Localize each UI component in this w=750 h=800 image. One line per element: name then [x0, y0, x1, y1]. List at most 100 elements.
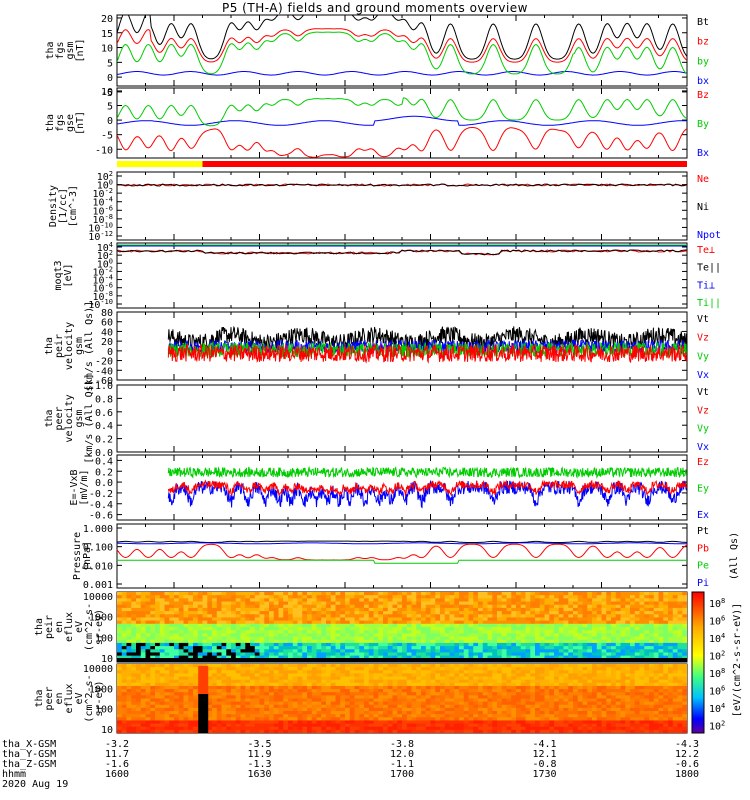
right-axis-label: (All Qs)	[729, 532, 740, 580]
y-tick-label: 1000	[89, 684, 113, 695]
y-tick-label: 0	[107, 73, 113, 84]
legend-pt: Pt	[697, 526, 709, 537]
x-row-value: -3.8	[390, 739, 414, 750]
y-tick-label: 10000	[83, 592, 113, 603]
panel-peer_velocity: thapeervelocitygsm[km/s (All Qs)] Vt Vz Vy V…	[44, 373, 709, 463]
panel-peir_velocity: thapeirvelocitygsm[km/s (All Qs)] Vt Vz Vy V…	[44, 301, 709, 391]
legend-ez: Ez	[697, 457, 709, 468]
colorbar-tick-label: 108	[709, 597, 725, 610]
panel-ylabel: moqt3[eV]	[53, 260, 74, 290]
y-tick-label: -0.4	[89, 500, 113, 511]
y-tick-label: 0.010	[83, 561, 113, 572]
series-bx	[117, 115, 687, 126]
y-tick-label: 10-4	[93, 196, 113, 209]
series-pb	[116, 543, 688, 561]
y-tick-label: 10	[101, 87, 113, 98]
legend-ti⊥: Ti⊥	[697, 280, 715, 291]
legend-vt: Vt	[697, 314, 709, 325]
x-row-value: 1730	[532, 769, 556, 780]
legend-vt: Vt	[697, 387, 709, 398]
y-tick-label: 0.4	[95, 456, 113, 467]
colorbar-tick-label: 104	[709, 702, 725, 715]
legend-te⊥: Te⊥	[697, 245, 715, 256]
series-vt	[167, 325, 687, 352]
series-vz	[167, 342, 687, 364]
panel-peir_eflux: thapeirenefluxeV(cm^2-s-sr-eV)	[34, 591, 688, 663]
y-tick-label: 1000	[89, 613, 113, 624]
series-ez	[167, 479, 687, 497]
colorbar-tick-label: 102	[709, 720, 725, 733]
x-row-value: 12.0	[390, 749, 414, 760]
y-tick-label: 10	[101, 44, 113, 55]
series-bt	[117, 15, 687, 60]
legend-bx: Bx	[697, 148, 709, 159]
y-tick-label: 1.0	[95, 381, 113, 392]
y-tick-label: 100	[97, 179, 113, 192]
y-tick-label: 5	[107, 58, 113, 69]
x-row-value: 1630	[247, 769, 271, 780]
x-row-value: -3.2	[105, 739, 129, 750]
y-tick-label: 102	[97, 170, 113, 183]
legend-ni: Ni	[697, 202, 709, 213]
mode-bar-segment	[117, 161, 203, 167]
series-bz	[117, 28, 687, 63]
y-tick-label: 10000	[83, 664, 113, 675]
y-tick-label: 0.4	[95, 421, 113, 432]
x-row-value: 1600	[105, 769, 129, 780]
heatmap-gap	[117, 658, 687, 662]
colorbar-label: [eV/(cm^2-s-sr-eV)]	[732, 603, 743, 717]
y-tick-label: 15	[101, 29, 113, 40]
y-tick-label: 0.2	[95, 435, 113, 446]
y-tick-label: 80	[101, 308, 113, 319]
panel-ylabel: thapeerenefluxeV(cm^2-s-sr-eV)	[34, 674, 105, 722]
x-row-value: -4.1	[532, 739, 556, 750]
data-gap-top	[198, 666, 209, 694]
y-tick-label: 0.001	[83, 580, 113, 591]
y-tick-label: 40	[101, 327, 113, 338]
heatmap-peer_eflux	[117, 664, 687, 733]
panel-fgs_gse: thafgsgse[nT] Bz By Bx	[45, 87, 709, 159]
panel-temperature: moqt3[eV] Te⊥ Te|| Ti⊥ Ti||	[53, 242, 721, 309]
x-row-value: 1700	[390, 769, 414, 780]
x-row-label: tha_Z-GSM	[2, 759, 56, 770]
y-tick-label: 100	[95, 705, 113, 716]
y-tick-label: 0.0	[95, 448, 113, 459]
legend-bx: bx	[697, 76, 709, 87]
colorbar-tick-label: 102	[709, 650, 725, 663]
x-row-value: -1.3	[247, 759, 271, 770]
y-tick-label: 10	[101, 725, 113, 736]
y-tick-label: 10-8	[93, 290, 113, 303]
legend-ne: Ne	[697, 174, 709, 185]
legend-pi: Pi	[697, 578, 709, 589]
x-row-label: tha_X-GSM	[2, 739, 56, 750]
panel-ylabel: thapeervelocitygsm[km/s (All Qs)]	[44, 373, 95, 463]
x-row-label: tha_Y-GSM	[2, 749, 56, 760]
series-pt	[116, 540, 687, 543]
y-tick-label: 0	[107, 116, 113, 127]
y-tick-label: 5	[107, 102, 113, 113]
panel-ylabel: Pressure[nPa]	[72, 532, 93, 580]
y-tick-label: 10-2	[93, 187, 113, 200]
colorbar-tick-label: 108	[709, 667, 725, 680]
series-bx	[117, 71, 687, 76]
series-pe	[117, 559, 687, 564]
y-tick-label: 10-2	[93, 265, 113, 278]
legend-vz: Vz	[697, 333, 709, 344]
x-row-value: -1.1	[390, 759, 414, 770]
panel-ylabel: thapeirvelocitygsm[km/s (All Qs)]	[44, 301, 95, 391]
date-label: 2020 Aug 19	[2, 779, 68, 790]
x-row-value: -4.3	[675, 739, 699, 750]
series-pi	[117, 542, 687, 545]
x-row-value: -1.6	[105, 759, 129, 770]
panel-frame	[116, 384, 688, 453]
series-ey	[167, 465, 687, 479]
y-tick-label: -40	[95, 366, 113, 377]
x-row-value: 11.7	[105, 749, 129, 760]
y-tick-label: 0.100	[83, 543, 113, 554]
panel-peer_eflux: thapeerenefluxeV(cm^2-s-sr-eV)	[34, 663, 688, 734]
y-tick-label: 60	[101, 318, 113, 329]
y-tick-label: 20	[101, 14, 113, 25]
panel-frame	[116, 523, 688, 589]
y-tick-label: 0.2	[95, 467, 113, 478]
